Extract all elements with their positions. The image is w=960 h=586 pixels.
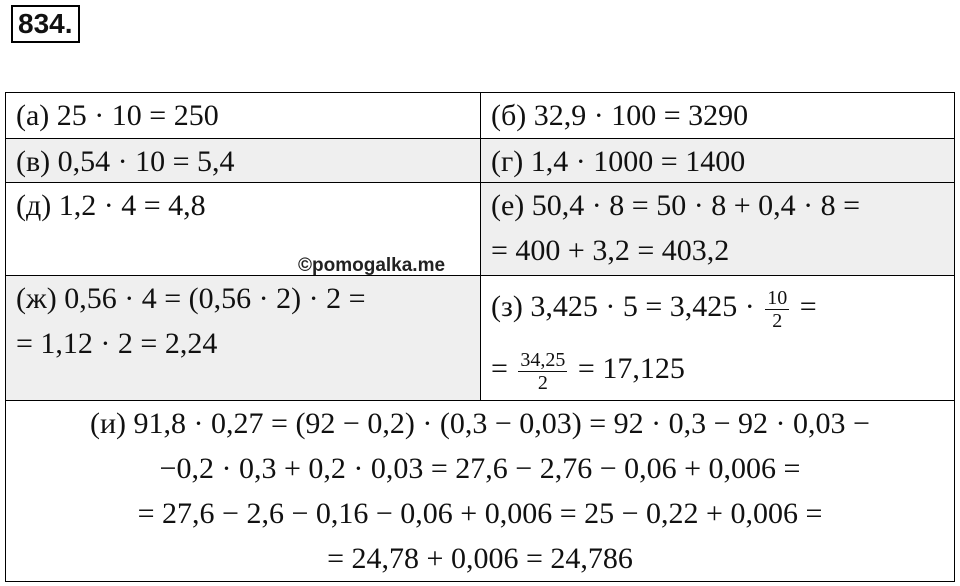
math-line: (д) 1,2 · 4 = 4,8 — [16, 189, 206, 222]
math-line: = 34,25 2 = 17,125 — [491, 338, 944, 400]
numerator: 34,25 — [518, 348, 568, 372]
math-text: = — [491, 352, 516, 385]
math-text: = 17,125 — [570, 352, 685, 385]
watermark: ©pomogalka.me — [298, 255, 446, 276]
table-cell: (а) 25 · 10 = 250 — [5, 92, 481, 139]
math-line: (г) 1,4 · 1000 = 1400 — [491, 145, 746, 178]
table-cell: (б) 32,9 · 100 = 3290 — [480, 92, 955, 139]
table-cell: (е) 50,4 · 8 = 50 · 8 + 0,4 · 8 = = 400 +… — [480, 182, 955, 276]
task-number: 834. — [11, 5, 80, 43]
math-line: = 24,78 + 0,006 = 24,786 — [327, 542, 633, 575]
math-line: = 27,6 − 2,6 − 0,16 − 0,06 + 0,006 = 25 … — [137, 497, 823, 530]
math-text: = — [792, 290, 817, 323]
math-line: = 1,12 · 2 = 2,24 — [16, 327, 218, 360]
denominator: 2 — [537, 371, 548, 394]
table-cell: (и) 91,8 · 0,27 = (92 − 0,2) · (0,3 − 0,… — [5, 400, 955, 582]
numerator: 10 — [765, 286, 790, 310]
math-line: = 400 + 3,2 = 403,2 — [491, 234, 730, 267]
math-line: −0,2 · 0,3 + 0,2 · 0,03 = 27,6 − 2,76 − … — [159, 452, 801, 485]
denominator: 2 — [772, 309, 783, 332]
math-line: (з) 3,425 · 5 = 3,425 · 10 2 = — [491, 276, 944, 338]
math-line: (и) 91,8 · 0,27 = (92 − 0,2) · (0,3 − 0,… — [90, 407, 870, 440]
fraction: 10 2 — [765, 286, 790, 332]
math-line: (б) 32,9 · 100 = 3290 — [491, 99, 749, 132]
math-text: (з) 3,425 · 5 = 3,425 · — [491, 290, 763, 323]
fraction: 34,25 2 — [518, 348, 568, 394]
table-cell: (ж) 0,56 · 4 = (0,56 · 2) · 2 = = 1,12 · … — [5, 275, 481, 401]
table-cell: (з) 3,425 · 5 = 3,425 · 10 2 = = 34,25 2 = … — [480, 275, 955, 401]
math-line: (ж) 0,56 · 4 = (0,56 · 2) · 2 = — [16, 282, 366, 315]
table-cell: (г) 1,4 · 1000 = 1400 — [480, 138, 955, 183]
table-cell: (в) 0,54 · 10 = 5,4 — [5, 138, 481, 183]
math-line: (а) 25 · 10 = 250 — [16, 99, 219, 132]
math-line: (е) 50,4 · 8 = 50 · 8 + 0,4 · 8 = — [491, 189, 861, 222]
math-line: (в) 0,54 · 10 = 5,4 — [16, 145, 235, 178]
